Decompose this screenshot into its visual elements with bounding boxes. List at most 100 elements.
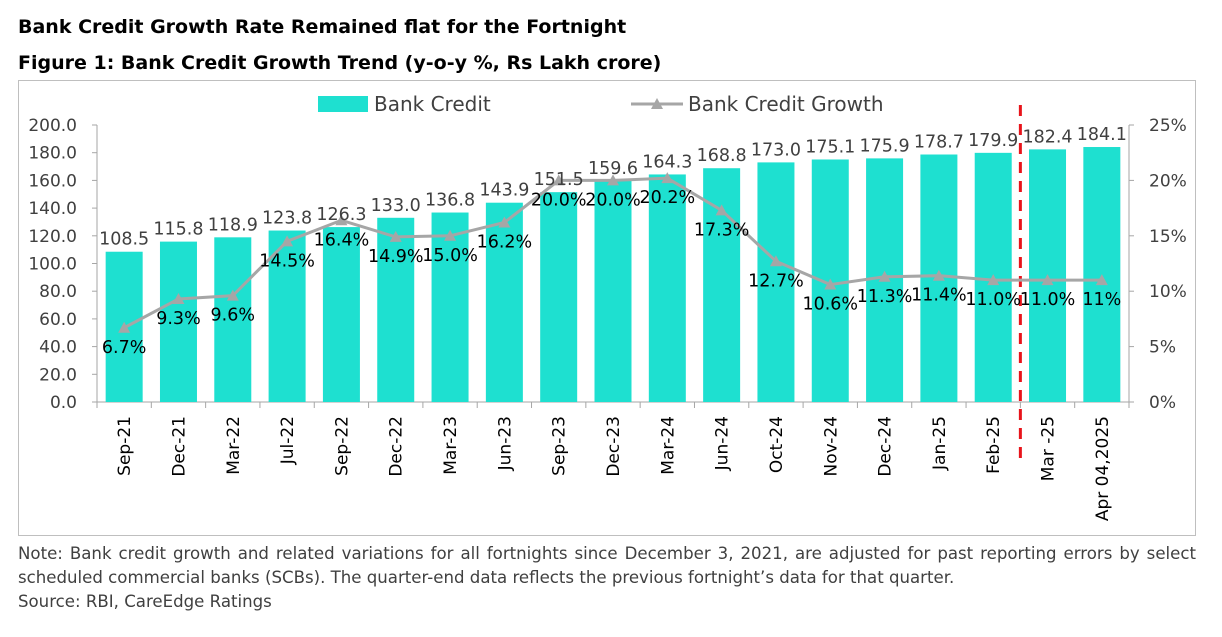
bar-value-label: 184.1 <box>1077 125 1127 145</box>
line-value-label: 17.3% <box>694 220 750 240</box>
x-category-label: Mar-22 <box>224 416 244 475</box>
bar-value-label: 118.9 <box>208 215 258 235</box>
source-text: Source: RBI, CareEdge Ratings <box>18 592 272 611</box>
line-value-label: 10.6% <box>802 295 858 315</box>
y-right-tick-label: 10% <box>1149 282 1187 302</box>
x-category-label: Feb-25 <box>984 416 1004 474</box>
bar-bank-credit <box>159 241 197 402</box>
line-value-label: 9.3% <box>156 309 200 329</box>
bar-bank-credit <box>322 227 360 402</box>
bar-value-label: 175.1 <box>805 137 855 157</box>
y-left-tick-label: 140.0 <box>28 199 77 219</box>
bar-value-label: 143.9 <box>479 181 529 201</box>
bar-bank-credit <box>485 202 523 402</box>
line-value-label: 6.7% <box>102 338 146 358</box>
line-point-bank-credit-growth <box>1095 274 1108 286</box>
line-point-bank-credit-growth <box>932 269 945 281</box>
line-point-bank-credit-growth <box>281 235 294 247</box>
x-category-label: Dec-23 <box>604 416 624 477</box>
x-category-label: Oct-24 <box>767 416 787 473</box>
line-point-bank-credit-growth <box>987 274 1000 286</box>
bar-bank-credit <box>268 230 306 402</box>
bar-bank-credit <box>648 174 686 402</box>
bar-value-label: 151.5 <box>534 170 584 190</box>
y-left-tick-label: 80.0 <box>39 282 77 302</box>
bar-value-label: 164.3 <box>642 152 692 172</box>
y-right-tick-label: 15% <box>1149 227 1187 247</box>
line-point-bank-credit-growth <box>552 174 565 186</box>
bar-value-label: 168.8 <box>697 146 747 166</box>
y-left-tick-label: 160.0 <box>28 171 77 191</box>
x-category-label: Mar -25 <box>1039 416 1059 481</box>
note-text: Note: Bank credit growth and related var… <box>18 544 1196 587</box>
line-value-label: 20.0% <box>585 190 641 210</box>
x-category-label: Jul-22 <box>278 416 298 465</box>
line-value-label: 20.0% <box>531 190 587 210</box>
line-point-bank-credit-growth <box>661 172 674 184</box>
y-right-tick-label: 20% <box>1149 171 1187 191</box>
line-point-bank-credit-growth <box>1041 274 1054 286</box>
line-point-bank-credit-growth <box>172 292 185 304</box>
bar-value-label: 115.8 <box>153 220 203 240</box>
x-category-label: Sep-23 <box>550 416 570 476</box>
x-category-label: Dec-21 <box>169 416 189 477</box>
line-value-label: 14.5% <box>259 251 315 271</box>
line-value-label: 9.6% <box>211 306 255 326</box>
line-value-label: 12.7% <box>748 271 804 291</box>
bar-bank-credit <box>377 217 415 402</box>
line-point-bank-credit-growth <box>715 204 728 216</box>
line-value-label: 16.4% <box>314 230 370 250</box>
chart-note: Note: Bank credit growth and related var… <box>18 542 1196 614</box>
bar-bank-credit <box>431 212 469 402</box>
line-point-bank-credit-growth <box>389 230 402 242</box>
line-point-bank-credit-growth <box>118 321 131 333</box>
x-category-label: Jun-24 <box>713 416 733 471</box>
line-point-bank-credit-growth <box>226 289 239 301</box>
bar-value-label: 108.5 <box>99 230 149 250</box>
bar-value-label: 126.3 <box>316 205 366 225</box>
x-category-label: Mar-24 <box>658 416 678 475</box>
line-point-bank-credit-growth <box>607 174 619 186</box>
line-point-bank-credit-growth <box>498 216 511 228</box>
y-left-tick-label: 120.0 <box>28 227 77 247</box>
x-category-label: Dec-24 <box>876 416 896 477</box>
bar-bank-credit <box>214 237 252 402</box>
x-category-label: Mar-23 <box>441 416 461 475</box>
x-category-label: Sep-22 <box>332 416 352 476</box>
chart: 0.0 20.0 40.0 60.0 80.0 100.0 120.0 140.0 160.0 1… <box>28 92 1187 521</box>
y-left-tick-label: 100.0 <box>28 255 77 275</box>
bar-value-label: 173.0 <box>751 140 801 160</box>
y-right-tick-label: 5% <box>1149 338 1176 358</box>
x-category-label: Jun-23 <box>495 416 515 471</box>
y-left-tick-label: 60.0 <box>39 310 77 330</box>
legend-marker-growth <box>651 98 663 109</box>
x-category-label: Nov-24 <box>821 416 841 477</box>
y-left-tick-label: 200.0 <box>28 116 77 136</box>
x-category-label: Apr 04,2025 <box>1093 416 1113 521</box>
x-category-label: Jan-25 <box>930 416 950 471</box>
y-left-tick-label: 40.0 <box>39 338 77 358</box>
line-value-label: 11.3% <box>857 287 913 307</box>
line-point-bank-credit-growth <box>769 255 782 267</box>
line-point-bank-credit-growth <box>824 278 837 290</box>
line-value-label: 15.0% <box>422 246 478 266</box>
line-point-bank-credit-growth <box>335 214 348 226</box>
line-point-bank-credit-growth <box>878 270 891 282</box>
y-left-tick-label: 180.0 <box>28 144 77 164</box>
line-value-label: 16.2% <box>477 233 533 253</box>
bar-value-label: 159.6 <box>588 159 638 179</box>
line-value-label: 11% <box>1082 290 1121 310</box>
line-point-bank-credit-growth <box>444 229 457 241</box>
chart-frame <box>18 80 1196 536</box>
line-value-label: 14.9% <box>368 247 424 267</box>
y-right-tick-label: 0% <box>1149 393 1176 413</box>
bar-bank-credit <box>594 180 632 402</box>
x-category-label: Dec-22 <box>387 416 407 477</box>
legend-label-bank-credit-growth: Bank Credit Growth <box>688 92 884 116</box>
y-right-tick-label: 25% <box>1149 116 1187 136</box>
bar-value-label: 179.9 <box>968 131 1018 151</box>
bar-value-label: 175.9 <box>860 136 910 156</box>
line-value-label: 11.0% <box>965 290 1021 310</box>
section-heading: Bank Credit Growth Rate Remained flat fo… <box>18 16 627 38</box>
bar-value-label: 133.0 <box>371 196 421 216</box>
